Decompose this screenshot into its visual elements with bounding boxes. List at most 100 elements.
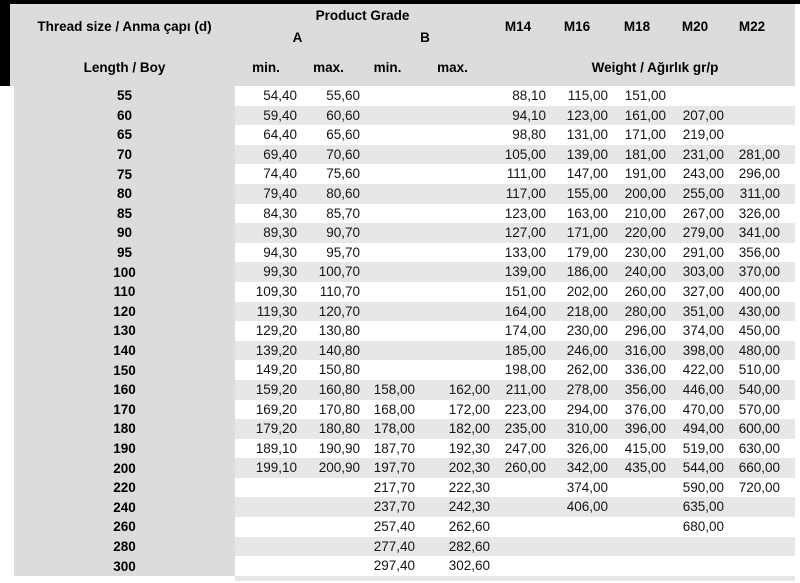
table-row: 75 74,40 75,60 111,00 147,00 191,00 243,… <box>0 164 800 184</box>
table-row: 170 169,20 170,80 168,00 172,00 223,00 2… <box>0 399 800 420</box>
grade-a-max-cell: 65,60 <box>326 127 360 143</box>
grade-b-min-cell <box>360 164 415 184</box>
corner-block <box>0 0 10 86</box>
weight-m22-cell: 311,00 <box>739 185 780 201</box>
weight-m22-cell: 630,00 <box>738 440 780 456</box>
length-cell: 95 <box>14 242 235 263</box>
grade-a-max-cell: 200,90 <box>318 460 360 476</box>
weight-m20-cell: 519,00 <box>682 440 724 456</box>
weight-m16-cell: 310,00 <box>566 421 608 437</box>
length-cell: 300 <box>14 556 235 576</box>
grade-b-min-cell <box>360 321 415 341</box>
weight-m16-cell: 147,00 <box>566 166 608 182</box>
grade-b-min-cell <box>360 86 415 106</box>
grade-a-max-cell: 95,70 <box>326 244 360 260</box>
column-header-m18: M18 <box>623 18 651 34</box>
table-row: 160 159,20 160,80 158,00 162,00 211,00 2… <box>0 379 800 400</box>
grade-b-max-cell <box>415 106 490 126</box>
length-header: Length / Boy <box>83 59 166 75</box>
grade-a-min-cell: 64,40 <box>263 127 297 143</box>
weight-m16-cell <box>546 537 608 557</box>
length-cell: 60 <box>14 105 235 126</box>
grade-a-min-cell: 69,40 <box>263 146 297 162</box>
grade-a-min-cell: 179,20 <box>255 421 297 437</box>
table-row: 70 69,40 70,60 105,00 139,00 181,00 231,… <box>0 144 800 165</box>
weight-m18-cell: 200,00 <box>624 185 666 201</box>
table-row: 60 59,40 60,60 94,10 123,00 161,00 207,0… <box>0 105 800 126</box>
weight-m20-cell: 680,00 <box>682 519 724 535</box>
weight-m18-cell: 260,00 <box>624 283 666 299</box>
grade-a-max-cell: 80,60 <box>326 185 360 201</box>
grade-b-min-cell: 187,70 <box>373 440 415 456</box>
weight-m16-cell: 406,00 <box>566 499 608 515</box>
grade-b-min-cell: 158,00 <box>373 381 415 397</box>
grade-a-max-cell: 100,70 <box>318 264 360 280</box>
grade-a-max-cell <box>297 478 360 498</box>
weight-m22-cell: 480,00 <box>738 342 780 358</box>
weight-m14-cell <box>490 537 546 557</box>
weight-m22-cell: 510,00 <box>738 362 780 378</box>
weight-m14-cell <box>490 497 546 517</box>
grade-b-max-cell: 162,00 <box>448 381 490 397</box>
bottom-strip <box>0 575 800 583</box>
weight-m14-cell <box>490 556 546 576</box>
grade-b-max-cell <box>415 145 490 165</box>
grade-b-max-cell: 282,60 <box>448 538 490 554</box>
table-row: 200 199,10 200,90 197,70 202,30 260,00 3… <box>0 458 800 478</box>
weight-m18-cell: 240,00 <box>624 264 666 280</box>
grade-b-min-cell <box>360 243 415 263</box>
weight-m18-cell: 336,00 <box>624 362 666 378</box>
grade-b-max-cell <box>415 223 490 243</box>
grade-a-min-cell: 99,30 <box>263 264 297 280</box>
weight-header: Weight / Ağırlık gr/p <box>591 59 719 75</box>
grade-b-max-cell <box>415 262 490 282</box>
table-row: 190 189,10 190,90 187,70 192,30 247,00 3… <box>0 438 800 459</box>
table-row: 300 297,40 302,60 <box>0 556 800 576</box>
table-row: 220 217,70 222,30 374,00 590,00 720,00 <box>0 477 800 498</box>
grade-a-min-cell <box>235 497 297 517</box>
weight-m18-cell: 415,00 <box>624 440 666 456</box>
grade-a-max-header: max. <box>313 59 344 75</box>
weight-m14-cell: 198,00 <box>504 362 546 378</box>
weight-m20-cell: 470,00 <box>682 401 724 417</box>
top-border <box>0 0 800 4</box>
weight-m18-cell: 280,00 <box>624 303 666 319</box>
length-cell: 55 <box>14 86 235 106</box>
weight-m20-cell: 255,00 <box>682 185 724 201</box>
weight-m14-cell: 139,00 <box>504 264 546 280</box>
table-row: 80 79,40 80,60 117,00 155,00 200,00 255,… <box>0 183 800 204</box>
grade-b-min-cell <box>360 302 415 322</box>
weight-m20-cell: 398,00 <box>682 342 724 358</box>
grade-b-max-header: max. <box>437 59 468 75</box>
table-row: 65 64,40 65,60 98,80 131,00 171,00 219,0… <box>0 125 800 145</box>
grade-a-min-cell: 119,30 <box>256 303 297 319</box>
table-row: 180 179,20 180,80 178,00 182,00 235,00 3… <box>0 419 800 439</box>
grade-b-max-cell <box>415 302 490 322</box>
grade-b-max-cell: 172,00 <box>448 401 490 417</box>
length-cell: 240 <box>14 497 235 518</box>
grade-b-min-cell: 257,40 <box>373 519 415 535</box>
weight-m14-cell: 247,00 <box>504 440 546 456</box>
weight-m22-cell <box>724 86 780 106</box>
weight-m16-cell: 218,00 <box>566 303 608 319</box>
grade-a-max-cell: 170,80 <box>318 401 360 417</box>
weight-m20-cell <box>666 537 724 557</box>
weight-m18-cell: 220,00 <box>624 225 666 241</box>
weight-m22-cell: 296,00 <box>738 166 780 182</box>
weight-m16-cell: 115,00 <box>567 88 608 103</box>
table-row: 55 54,40 55,60 88,10 115,00 151,00 <box>0 86 800 106</box>
weight-m22-cell: 570,00 <box>738 401 780 417</box>
grade-b-header: B <box>420 29 430 45</box>
weight-m16-cell: 374,00 <box>566 479 608 495</box>
grade-a-min-cell <box>235 517 297 537</box>
weight-m22-cell: 450,00 <box>738 323 780 339</box>
weight-m18-cell: 396,00 <box>624 421 666 437</box>
length-cell: 200 <box>14 458 235 478</box>
length-cell: 65 <box>14 125 235 145</box>
weight-m22-cell: 720,00 <box>738 479 780 495</box>
product-grade-header: Product Grade <box>315 7 410 23</box>
weight-m20-cell: 207,00 <box>682 107 724 123</box>
grade-b-max-cell <box>415 243 490 263</box>
weight-m14-cell: 98,80 <box>512 127 546 143</box>
